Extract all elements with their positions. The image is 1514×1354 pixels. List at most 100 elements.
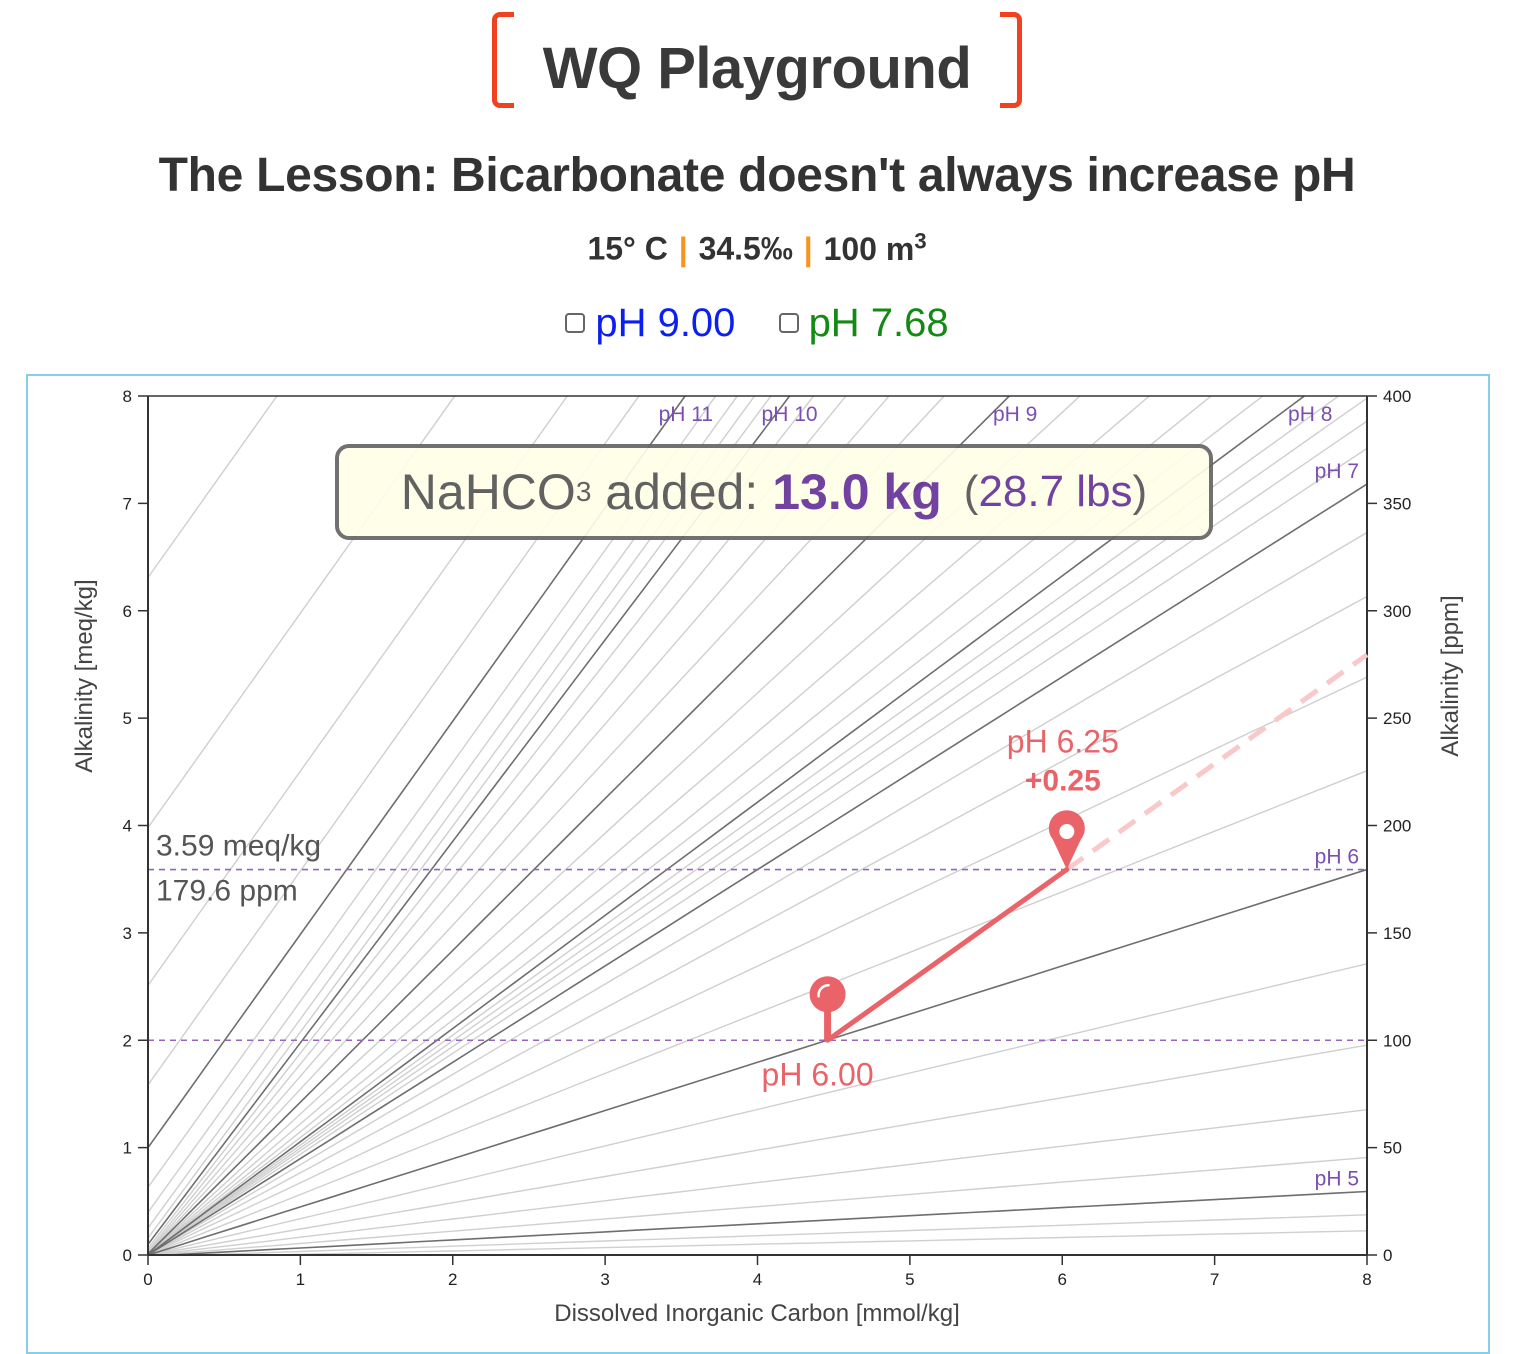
isopleth-ph-9 bbox=[148, 396, 1011, 1255]
minor-isopleth bbox=[148, 397, 1367, 1255]
map-pin-hole bbox=[1059, 824, 1075, 840]
ph-labels: pH 5 pH 6 pH 7 pH 8 pH 9 pH 10 pH 11 bbox=[659, 403, 1359, 1190]
major-isopleths bbox=[148, 396, 1367, 1255]
toggle-ph-9[interactable]: pH 9.00 bbox=[565, 301, 735, 346]
y2-tick-label: 250 bbox=[1383, 709, 1411, 728]
minor-isopleth bbox=[148, 396, 1213, 1255]
minor-isopleth bbox=[148, 396, 717, 1188]
minor-isopleth bbox=[148, 396, 815, 1249]
minor-isopleth bbox=[148, 420, 1367, 1255]
ref-label-meq: 3.59 meq/kg bbox=[156, 830, 321, 863]
checkbox[interactable] bbox=[778, 313, 799, 333]
minor-isopleth bbox=[148, 396, 1151, 1255]
trajectory-line bbox=[825, 867, 1070, 1043]
y-tick-label: 4 bbox=[123, 817, 132, 836]
minor-isopleth bbox=[148, 1109, 1367, 1255]
axes: 0 1 2 3 4 5 6 7 80123456780501001502002503003504… bbox=[123, 387, 1412, 1289]
trajectory bbox=[809, 652, 1369, 1043]
minor-isopleth bbox=[239, 1230, 1367, 1255]
y2-tick-label: 0 bbox=[1383, 1246, 1392, 1265]
minor-isopleth bbox=[148, 396, 756, 1229]
dose-lbs: (28.7 lbs) bbox=[964, 467, 1147, 517]
y-tick-label: 3 bbox=[123, 924, 132, 943]
y2-tick-label: 50 bbox=[1383, 1139, 1402, 1158]
x-tick-label: 4 bbox=[753, 1270, 762, 1289]
minor-isopleth bbox=[148, 595, 1367, 1255]
paren-open: ( bbox=[963, 467, 979, 516]
ph-delta-label: +0.25 bbox=[1025, 765, 1101, 798]
x-tick-label: 1 bbox=[296, 1270, 305, 1289]
start-pin-needle bbox=[824, 1004, 832, 1041]
isopleth-label: pH 11 bbox=[659, 403, 713, 426]
brand-title: WQ Playground bbox=[542, 36, 972, 101]
minor-isopleth bbox=[148, 1156, 1367, 1255]
end-map-pin-icon bbox=[1048, 810, 1085, 870]
x-tick-label: 2 bbox=[448, 1270, 457, 1289]
isopleth-ph-11 bbox=[148, 396, 687, 1149]
chemical-name: NaHCO bbox=[400, 464, 576, 520]
paren-close: ) bbox=[1132, 467, 1148, 516]
y2-tick-label: 100 bbox=[1383, 1031, 1411, 1050]
x-tick-label: 3 bbox=[600, 1270, 609, 1289]
minor-isopleth bbox=[148, 531, 1367, 1255]
y-tick-label: 2 bbox=[123, 1031, 132, 1050]
reference-lines bbox=[148, 868, 1367, 1042]
dose-banner: NaHCO 3 added: 13.0 kg (28.7 lbs) bbox=[335, 444, 1213, 540]
minor-isopleth bbox=[148, 396, 891, 1253]
volume: 100 m3 bbox=[824, 228, 927, 267]
volume-exponent: 3 bbox=[914, 228, 927, 253]
added-label: added: bbox=[591, 464, 759, 520]
x-tick-label: 6 bbox=[1058, 1270, 1067, 1289]
y2-tick-label: 150 bbox=[1383, 924, 1411, 943]
isopleth-label: pH 9 bbox=[993, 403, 1037, 426]
minor-isopleth bbox=[148, 396, 772, 1239]
dose-lbs-value: 28.7 lbs bbox=[978, 467, 1133, 516]
y-tick-label: 0 bbox=[123, 1246, 132, 1265]
minor-isopleth bbox=[148, 396, 569, 986]
toggle-ph-7-68[interactable]: pH 7.68 bbox=[778, 300, 949, 346]
y-tick-label: 7 bbox=[123, 494, 132, 513]
conditions-summary: 15° C | 34.5‰ | 100 m3 bbox=[0, 228, 1514, 268]
chemical-subscript: 3 bbox=[575, 476, 592, 507]
minor-isopleth bbox=[148, 1044, 1367, 1255]
lesson-title: The Lesson: Bicarbonate doesn't always i… bbox=[158, 149, 1356, 202]
isopleth-label: pH 8 bbox=[1288, 403, 1332, 426]
y-axis-title: Alkalinity [meq/kg] bbox=[71, 579, 98, 772]
x-tick-label: 7 bbox=[1210, 1270, 1219, 1289]
isopleth-label: pH 10 bbox=[762, 403, 818, 426]
toggle-label: pH 9.00 bbox=[595, 300, 736, 345]
ph-toggles: pH 9.00 pH 7.68 bbox=[0, 298, 1514, 346]
projection-line bbox=[1065, 652, 1369, 872]
y2-tick-label: 400 bbox=[1383, 387, 1411, 406]
isopleth-ph-6 bbox=[148, 868, 1367, 1255]
y2-tick-label: 200 bbox=[1383, 817, 1411, 836]
temperature: 15° C bbox=[587, 230, 668, 267]
isopleth-label: pH 7 bbox=[1315, 460, 1359, 483]
minor-isopleth bbox=[178, 1214, 1367, 1255]
end-point-label: pH 6.25 bbox=[1007, 724, 1119, 760]
x-axis-title: Dissolved Inorganic Carbon [mmol/kg] bbox=[554, 1300, 960, 1327]
toggle-label: pH 7.68 bbox=[808, 300, 949, 345]
y2-tick-label: 350 bbox=[1383, 494, 1411, 513]
bracket-left-icon bbox=[492, 12, 514, 108]
y2-axis-title: Alkalinity [ppm] bbox=[1437, 595, 1464, 756]
isopleth-ph-5 bbox=[153, 1190, 1367, 1255]
minor-isopleths bbox=[148, 396, 1367, 1255]
salinity: 34.5‰ bbox=[698, 230, 793, 267]
isopleth-ph-10 bbox=[148, 396, 791, 1245]
start-pin-icon bbox=[809, 976, 846, 1013]
x-tick-label: 5 bbox=[905, 1270, 914, 1289]
checkbox[interactable] bbox=[565, 313, 586, 333]
isopleth-label: pH 5 bbox=[1315, 1167, 1359, 1190]
minor-isopleth bbox=[148, 396, 946, 1254]
ref-label-ppm: 179.6 ppm bbox=[156, 875, 298, 908]
minor-isopleth bbox=[148, 396, 640, 1086]
minor-isopleth bbox=[148, 676, 1367, 1255]
y-tick-label: 6 bbox=[123, 602, 132, 621]
x-tick-label: 8 bbox=[1362, 1270, 1371, 1289]
y-tick-label: 8 bbox=[123, 387, 132, 406]
minor-isopleth bbox=[148, 770, 1367, 1255]
y-tick-label: 5 bbox=[123, 709, 132, 728]
minor-isopleth bbox=[148, 447, 1367, 1255]
